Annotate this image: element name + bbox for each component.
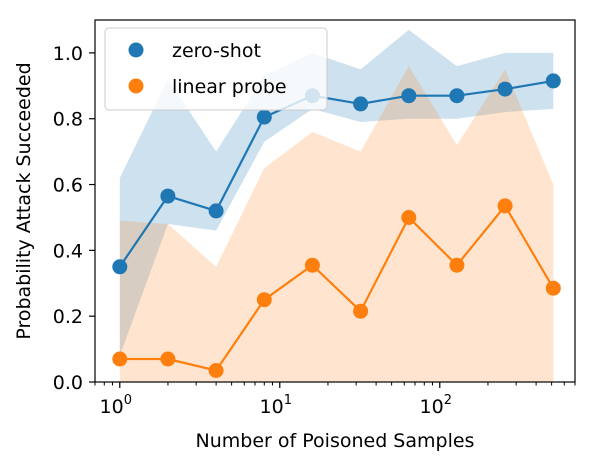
point-zero-shot bbox=[449, 88, 465, 104]
point-zero-shot bbox=[160, 188, 176, 204]
point-linear-probe bbox=[304, 257, 320, 273]
point-zero-shot bbox=[497, 81, 513, 97]
point-zero-shot bbox=[545, 73, 561, 89]
band-linear-probe bbox=[119, 66, 554, 382]
point-zero-shot bbox=[353, 96, 369, 112]
y-tick-label: 0.0 bbox=[53, 372, 83, 394]
point-linear-probe bbox=[449, 257, 465, 273]
y-tick-label: 0.2 bbox=[53, 306, 83, 328]
x-axis-ticks: 100 101 102 bbox=[94, 382, 576, 418]
x-tick-label: 100 bbox=[100, 393, 132, 418]
y-tick-label: 0.4 bbox=[53, 240, 83, 262]
x-axis-label: Number of Poisoned Samples bbox=[196, 430, 475, 452]
band-zero-shot bbox=[119, 29, 554, 356]
point-linear-probe bbox=[208, 363, 224, 378]
y-tick-label: 0.6 bbox=[53, 175, 83, 197]
y-tick-label: 1.0 bbox=[53, 43, 83, 65]
legend-label: zero-shot bbox=[172, 40, 261, 62]
legend-label: linear probe bbox=[172, 76, 287, 98]
point-zero-shot bbox=[256, 109, 272, 125]
x-tick-label: 101 bbox=[260, 393, 292, 418]
point-linear-probe bbox=[401, 210, 417, 225]
legend-box bbox=[104, 27, 328, 111]
line-zero-shot bbox=[118, 79, 554, 268]
plot-frame bbox=[94, 19, 576, 383]
y-axis-ticks: 0.0 0.2 0.4 0.6 0.8 1.0 bbox=[53, 43, 95, 394]
point-linear-probe bbox=[256, 292, 272, 308]
point-linear-probe bbox=[112, 351, 128, 367]
legend-marker bbox=[128, 42, 144, 58]
y-tick-label: 0.8 bbox=[53, 109, 83, 131]
point-zero-shot bbox=[401, 88, 417, 104]
point-linear-probe bbox=[497, 198, 513, 214]
point-zero-shot bbox=[112, 259, 128, 275]
confidence-bands bbox=[119, 29, 554, 382]
point-linear-probe bbox=[545, 280, 561, 296]
legend: zero-shot linear probe bbox=[104, 27, 328, 111]
y-axis-label: Probability Attack Succeeded bbox=[13, 62, 35, 339]
point-zero-shot bbox=[208, 203, 224, 219]
series-lines bbox=[118, 79, 555, 372]
x-tick-label: 102 bbox=[420, 393, 452, 418]
point-linear-probe bbox=[353, 303, 369, 319]
line-linear-probe bbox=[119, 203, 555, 372]
legend-marker bbox=[128, 78, 144, 94]
point-linear-probe bbox=[160, 351, 176, 367]
